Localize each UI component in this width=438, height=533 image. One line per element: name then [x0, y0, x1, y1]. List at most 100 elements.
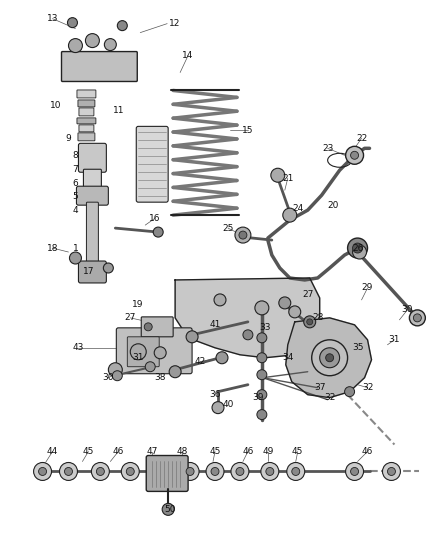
Circle shape	[350, 151, 359, 159]
Circle shape	[162, 503, 174, 515]
Circle shape	[388, 467, 396, 475]
Circle shape	[70, 252, 81, 264]
Circle shape	[326, 354, 334, 362]
Circle shape	[257, 353, 267, 363]
Text: 42: 42	[194, 357, 206, 366]
Text: 45: 45	[292, 447, 304, 456]
Text: 31: 31	[133, 353, 144, 362]
Text: 1: 1	[73, 244, 78, 253]
Text: 35: 35	[352, 343, 363, 352]
Text: 23: 23	[322, 144, 333, 153]
Circle shape	[169, 366, 181, 378]
Text: 28: 28	[312, 313, 323, 322]
Text: 10: 10	[50, 101, 61, 110]
Circle shape	[181, 463, 199, 480]
Text: 26: 26	[352, 244, 363, 253]
Text: 24: 24	[292, 204, 304, 213]
Text: 25: 25	[222, 224, 233, 232]
Circle shape	[145, 362, 155, 372]
Circle shape	[346, 147, 364, 164]
Circle shape	[345, 386, 355, 397]
FancyBboxPatch shape	[77, 118, 96, 124]
Circle shape	[130, 344, 146, 360]
Text: 18: 18	[47, 244, 58, 253]
Circle shape	[235, 227, 251, 243]
Text: 15: 15	[242, 126, 254, 135]
Circle shape	[126, 467, 134, 475]
Circle shape	[353, 243, 363, 253]
Circle shape	[257, 390, 267, 400]
Circle shape	[153, 227, 163, 237]
Circle shape	[348, 238, 367, 258]
Circle shape	[239, 231, 247, 239]
Circle shape	[353, 245, 367, 259]
Text: 20: 20	[327, 200, 338, 209]
FancyBboxPatch shape	[78, 100, 95, 107]
Text: 49: 49	[262, 447, 274, 456]
Text: 30: 30	[402, 305, 413, 314]
Text: 9: 9	[66, 134, 71, 143]
Circle shape	[64, 467, 72, 475]
Text: 46: 46	[113, 447, 124, 456]
Text: 17: 17	[83, 268, 94, 277]
Circle shape	[103, 263, 113, 273]
Text: 8: 8	[73, 151, 78, 160]
Text: 41: 41	[209, 320, 221, 329]
Text: 36: 36	[209, 390, 221, 399]
Text: 46: 46	[362, 447, 373, 456]
Text: 47: 47	[147, 447, 158, 456]
Circle shape	[346, 463, 364, 480]
Circle shape	[307, 319, 313, 325]
Circle shape	[144, 323, 152, 331]
Circle shape	[206, 463, 224, 480]
Circle shape	[312, 340, 348, 376]
Circle shape	[216, 352, 228, 364]
Text: 21: 21	[282, 174, 293, 183]
Circle shape	[67, 18, 78, 28]
Text: 19: 19	[131, 301, 143, 309]
Text: 7: 7	[73, 165, 78, 174]
Text: 34: 34	[282, 353, 293, 362]
Text: 29: 29	[362, 284, 373, 293]
Text: 14: 14	[182, 51, 194, 60]
Circle shape	[283, 208, 297, 222]
Polygon shape	[286, 318, 371, 398]
Circle shape	[186, 467, 194, 475]
Circle shape	[214, 294, 226, 306]
Circle shape	[292, 467, 300, 475]
Circle shape	[413, 314, 421, 322]
Circle shape	[231, 463, 249, 480]
Circle shape	[186, 331, 198, 343]
FancyBboxPatch shape	[141, 317, 173, 337]
Circle shape	[104, 38, 117, 51]
Text: 22: 22	[356, 134, 367, 143]
FancyBboxPatch shape	[117, 328, 192, 374]
Text: 11: 11	[113, 106, 124, 115]
Circle shape	[60, 463, 78, 480]
Circle shape	[304, 316, 316, 328]
Circle shape	[266, 467, 274, 475]
Text: 45: 45	[209, 447, 221, 456]
Text: 33: 33	[259, 324, 271, 333]
Circle shape	[279, 297, 291, 309]
Polygon shape	[175, 278, 320, 358]
Text: 50: 50	[164, 505, 176, 514]
Text: 27: 27	[124, 313, 136, 322]
Text: 38: 38	[155, 373, 166, 382]
Text: 30: 30	[102, 373, 114, 382]
Text: 48: 48	[177, 447, 188, 456]
Text: 45: 45	[83, 447, 94, 456]
FancyBboxPatch shape	[61, 52, 137, 82]
Circle shape	[236, 467, 244, 475]
FancyBboxPatch shape	[86, 202, 99, 264]
Text: 31: 31	[389, 335, 400, 344]
Text: 4: 4	[73, 206, 78, 215]
Text: 5: 5	[73, 192, 78, 201]
Text: 32: 32	[362, 383, 373, 392]
Text: 12: 12	[170, 19, 181, 28]
FancyBboxPatch shape	[78, 261, 106, 283]
Circle shape	[117, 21, 127, 30]
Circle shape	[121, 463, 139, 480]
Circle shape	[211, 467, 219, 475]
Text: 44: 44	[47, 447, 58, 456]
